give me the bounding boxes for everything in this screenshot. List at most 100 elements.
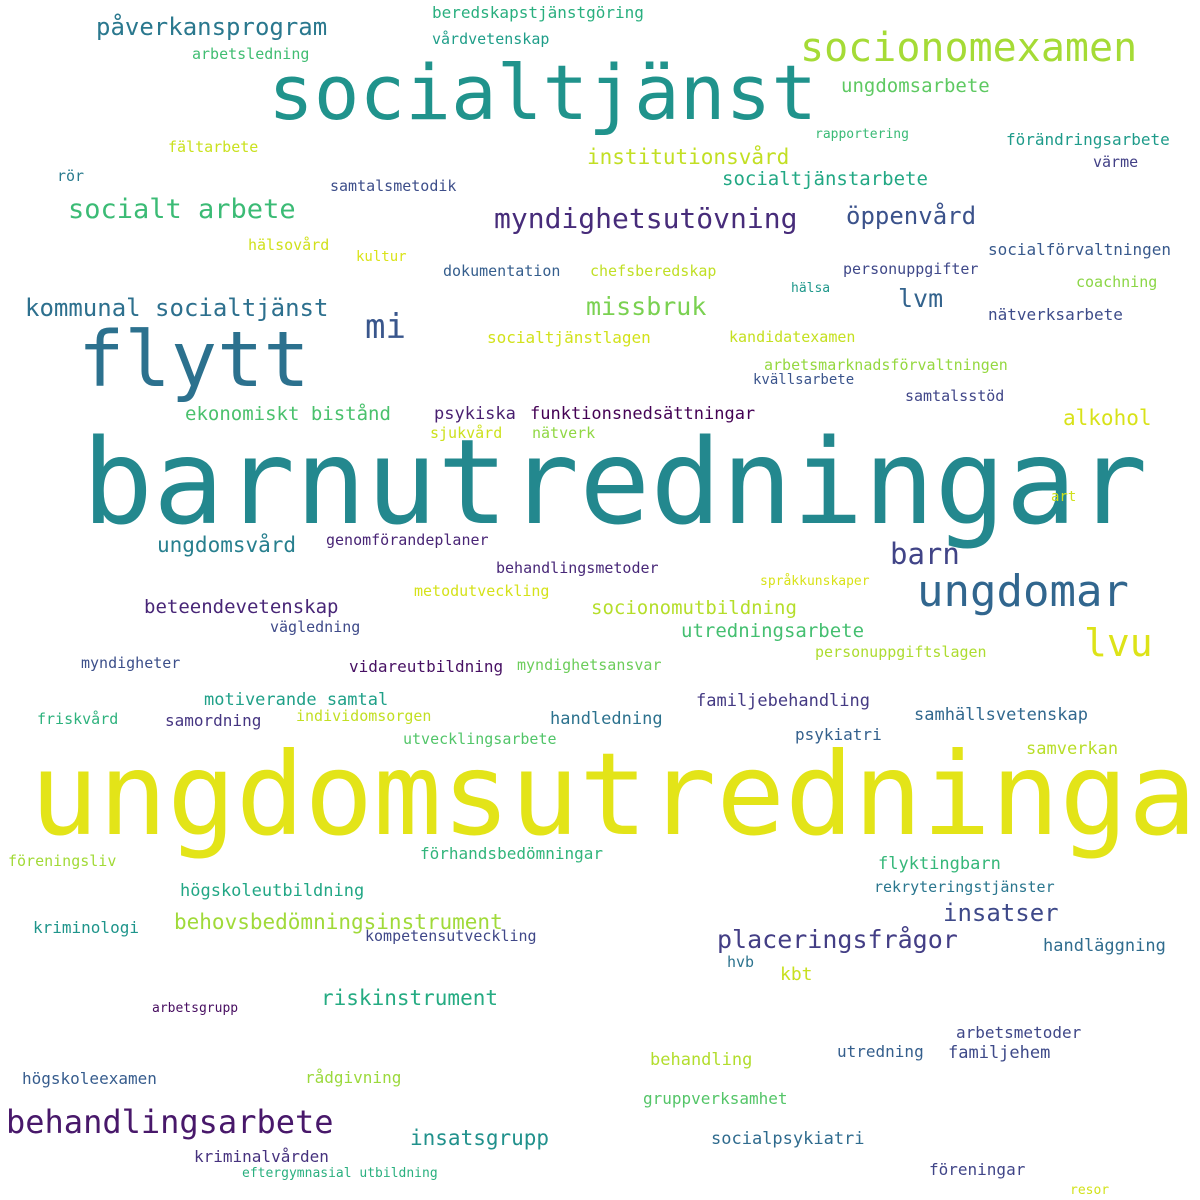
word-funktionsnedsattningar: funktionsnedsättningar (530, 404, 756, 424)
word-psykiatri: psykiatri (795, 725, 882, 744)
word-mi: mi (365, 307, 406, 347)
word-paverkansprogram: påverkansprogram (96, 13, 328, 41)
word-foreningar: föreningar (929, 1160, 1026, 1179)
word-kbt: kbt (780, 964, 813, 985)
word-gruppverksamhet: gruppverksamhet (643, 1089, 788, 1108)
word-myndigheter: myndigheter (81, 654, 181, 672)
word-ror: rör (57, 167, 85, 185)
word-art: art (1051, 489, 1077, 505)
word-samhallsvetenskap: samhällsvetenskap (914, 705, 1088, 725)
word-familjebehandling: familjebehandling (696, 691, 870, 711)
word-rekryteringstjanster: rekryteringstjänster (874, 878, 1055, 896)
word-natverk: nätverk (532, 424, 596, 442)
word-samtalsstod: samtalsstöd (905, 387, 1005, 405)
word-institutionsvard: institutionsvård (587, 145, 790, 169)
word-oppenvard: öppenvård (846, 202, 977, 230)
word-friskvard: friskvård (37, 710, 119, 728)
word-samtalsmetodik: samtalsmetodik (330, 177, 457, 195)
word-individomsorgen: individomsorgen (296, 707, 432, 725)
word-dokumentation: dokumentation (443, 262, 561, 280)
word-insatser: insatser (943, 899, 1059, 927)
word-utredning: utredning (837, 1042, 924, 1061)
word-kompetensutveckling: kompetensutveckling (365, 927, 537, 945)
word-hvb: hvb (727, 953, 755, 971)
word-socionomutbildning: socionomutbildning (591, 597, 797, 619)
word-myndighetsutovning: myndighetsutövning (494, 202, 798, 235)
word-ungdomar: ungdomar (917, 566, 1129, 617)
word-riskinstrument: riskinstrument (321, 986, 499, 1010)
word-barnutredningar: barnutredningar (82, 413, 1148, 551)
word-ungdomsarbete: ungdomsarbete (841, 75, 990, 97)
word-utvecklingsarbete: utvecklingsarbete (403, 730, 557, 748)
word-vagledning: vägledning (270, 618, 361, 636)
word-socialt-arbete: socialt arbete (68, 194, 296, 225)
word-arbetsledning: arbetsledning (192, 45, 310, 63)
word-socialtjanst: socialtjänst (268, 48, 818, 137)
word-arbetsmarknadsforvaltningen: arbetsmarknadsförvaltningen (764, 356, 1008, 374)
word-hogskoleutbildning: högskoleutbildning (180, 881, 365, 901)
word-faltarbete: fältarbete (168, 138, 259, 156)
word-kultur: kultur (356, 249, 407, 265)
word-varme: värme (1093, 153, 1139, 171)
word-forhandsbedomningar: förhandsbedömningar (420, 844, 604, 863)
word-socialpsykiatri: socialpsykiatri (711, 1129, 865, 1149)
word-alkohol: alkohol (1063, 406, 1152, 430)
word-socionomexamen: socionomexamen (800, 25, 1138, 71)
word-radgivning: rådgivning (305, 1068, 402, 1087)
word-rapportering: rapportering (815, 127, 909, 142)
word-hogskoleexamen: högskoleexamen (22, 1069, 157, 1088)
word-eftergymnasial-utbildning: eftergymnasial utbildning (242, 1166, 438, 1181)
word-halsovard: hälsovård (248, 236, 330, 254)
word-vardvetenskap: vårdvetenskap (432, 30, 550, 48)
word-handledning: handledning (550, 709, 663, 729)
word-natverksarbete: nätverksarbete (988, 305, 1123, 324)
word-arbetsgrupp: arbetsgrupp (152, 1001, 239, 1016)
word-barn: barn (890, 537, 960, 571)
word-flyktingbarn: flyktingbarn (878, 854, 1001, 874)
word-behandlingsmetoder: behandlingsmetoder (496, 559, 659, 577)
word-samverkan: samverkan (1026, 739, 1119, 759)
word-insatsgrupp: insatsgrupp (410, 1126, 550, 1150)
word-ekonomiskt-bistand: ekonomiskt bistånd (185, 403, 391, 425)
word-resor: resor (1070, 1183, 1110, 1198)
word-kandidatexamen: kandidatexamen (729, 328, 856, 346)
word-behandlingsarbete: behandlingsarbete (6, 1103, 334, 1141)
word-kriminologi: kriminologi (33, 918, 139, 937)
word-kriminalvarden: kriminalvården (194, 1147, 329, 1166)
word-motiverande-samtal: motiverande samtal (204, 690, 389, 710)
word-socialtjanstlagen: socialtjänstlagen (487, 328, 651, 347)
word-samordning: samordning (165, 711, 262, 730)
word-personuppgiftslagen: personuppgiftslagen (815, 643, 987, 661)
word-genomforandeplaner: genomförandeplaner (326, 531, 489, 549)
word-personuppgifter: personuppgifter (843, 260, 979, 278)
word-foreningsliv: föreningsliv (8, 852, 117, 870)
word-lvu: lvu (1084, 621, 1153, 665)
word-sprakkunskaper: språkkunskaper (760, 574, 870, 589)
word-arbetsmetoder: arbetsmetoder (956, 1023, 1082, 1042)
word-socialforvaltningen: socialförvaltningen (988, 240, 1172, 259)
word-behovsbedomningsinstrument: behovsbedömningsinstrument (174, 910, 503, 934)
word-socialtjanstarbete: socialtjänstarbete (722, 168, 928, 190)
word-halsa: hälsa (791, 281, 831, 296)
word-lvm: lvm (898, 284, 944, 313)
word-behandling: behandling (650, 1050, 753, 1070)
word-utredningsarbete: utredningsarbete (681, 620, 865, 642)
word-kvallsarbete: kvällsarbete (753, 372, 855, 388)
word-placeringsfragor: placeringsfrågor (717, 925, 958, 954)
word-beteendevetenskap: beteendevetenskap (144, 596, 339, 618)
word-kommunal-socialtjanst: kommunal socialtjänst (25, 294, 329, 322)
word-missbruk: missbruk (586, 292, 707, 321)
word-psykiska: psykiska (434, 404, 516, 424)
word-handlaggning: handläggning (1043, 936, 1166, 956)
word-sjukvard: sjukvård (430, 424, 503, 442)
word-familjehem: familjehem (948, 1043, 1051, 1063)
word-myndighetsansvar: myndighetsansvar (517, 656, 662, 674)
word-flytt: flytt (78, 316, 310, 405)
word-coachning: coachning (1076, 273, 1158, 291)
word-metodutveckling: metodutveckling (414, 582, 550, 600)
word-ungdomsutredningar: ungdomsutredningar (30, 728, 1200, 861)
word-chefsberedskap: chefsberedskap (590, 262, 717, 280)
word-ungdomsvard: ungdomsvård (157, 533, 297, 557)
word-vidareutbildning: vidareutbildning (349, 657, 504, 676)
